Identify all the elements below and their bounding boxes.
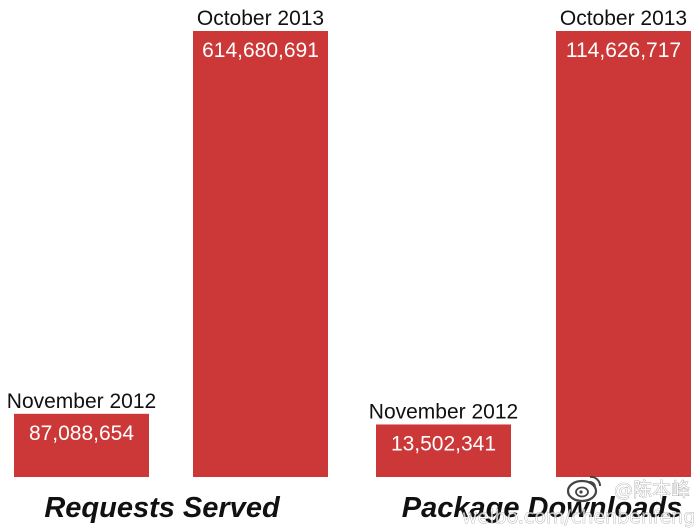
package-downloads-title: Package Downloads [402, 492, 682, 524]
weibo-logo-icon [566, 475, 602, 503]
watermark-url: weibo.com/chenbenfeng [462, 506, 695, 528]
requests-served-category-label-november-2012: November 2012 [7, 390, 156, 413]
requests-served-value-label-october-2013: 614,680,691 [202, 39, 319, 62]
watermark: @陈本峰 weibo.com/chenbenfeng [462, 475, 696, 528]
package-downloads-category-label-november-2012: November 2012 [369, 400, 518, 423]
package-downloads-category-label-october-2013: October 2013 [560, 7, 687, 30]
package-downloads-bar-november-2012 [376, 424, 511, 477]
requests-served-bars: November 2012 87,088,654 October 2013 614,6… [7, 7, 328, 477]
panel-package-downloads: November 2012 13,502,341 October 2013 114,6… [369, 7, 691, 524]
watermark-name: @陈本峰 [614, 479, 690, 501]
requests-served-bar-november-2012 [14, 413, 149, 477]
panel-requests-served: November 2012 87,088,654 October 2013 614,6… [7, 7, 328, 524]
package-downloads-bars: November 2012 13,502,341 October 2013 114,6… [369, 7, 691, 477]
requests-served-category-label-october-2013: October 2013 [197, 7, 324, 30]
requests-served-title: Requests Served [44, 492, 281, 524]
package-downloads-value-label-october-2013: 114,626,717 [566, 39, 681, 62]
requests-served-value-label-november-2012: 87,088,654 [29, 422, 134, 445]
requests-served-bar-october-2013 [193, 31, 328, 477]
package-downloads-value-label-november-2012: 13,502,341 [391, 432, 496, 455]
package-downloads-bar-october-2013 [556, 31, 691, 477]
